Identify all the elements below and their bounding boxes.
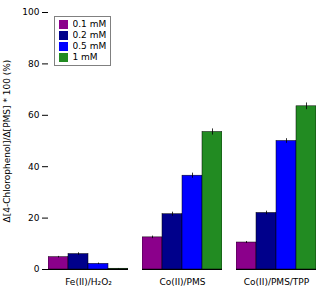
svg-text:Co(II)/PMS: Co(II)/PMS — [159, 277, 205, 287]
svg-text:80: 80 — [28, 59, 40, 69]
svg-text:Δ[4-Chlorophenol]/Δ[PMS] * 100: Δ[4-Chlorophenol]/Δ[PMS] * 100 (%) — [2, 60, 12, 223]
svg-text:60: 60 — [28, 110, 40, 120]
svg-text:20: 20 — [28, 213, 40, 223]
html-text:0.2 mM: 0.2 mM — [72, 30, 107, 40]
svg-text:0: 0 — [34, 264, 40, 274]
html-text:0.5 mM: 0.5 mM — [72, 41, 107, 51]
html-text:0.1 mM: 0.1 mM — [72, 19, 107, 29]
svg-text:Fe(II)/H₂O₂: Fe(II)/H₂O₂ — [65, 277, 112, 287]
svg-text:40: 40 — [28, 162, 40, 172]
svg-text:100: 100 — [22, 7, 39, 17]
svg-text:Co(II)/PMS/TPP: Co(II)/PMS/TPP — [244, 277, 310, 287]
html-text:1 mM: 1 mM — [72, 52, 98, 62]
